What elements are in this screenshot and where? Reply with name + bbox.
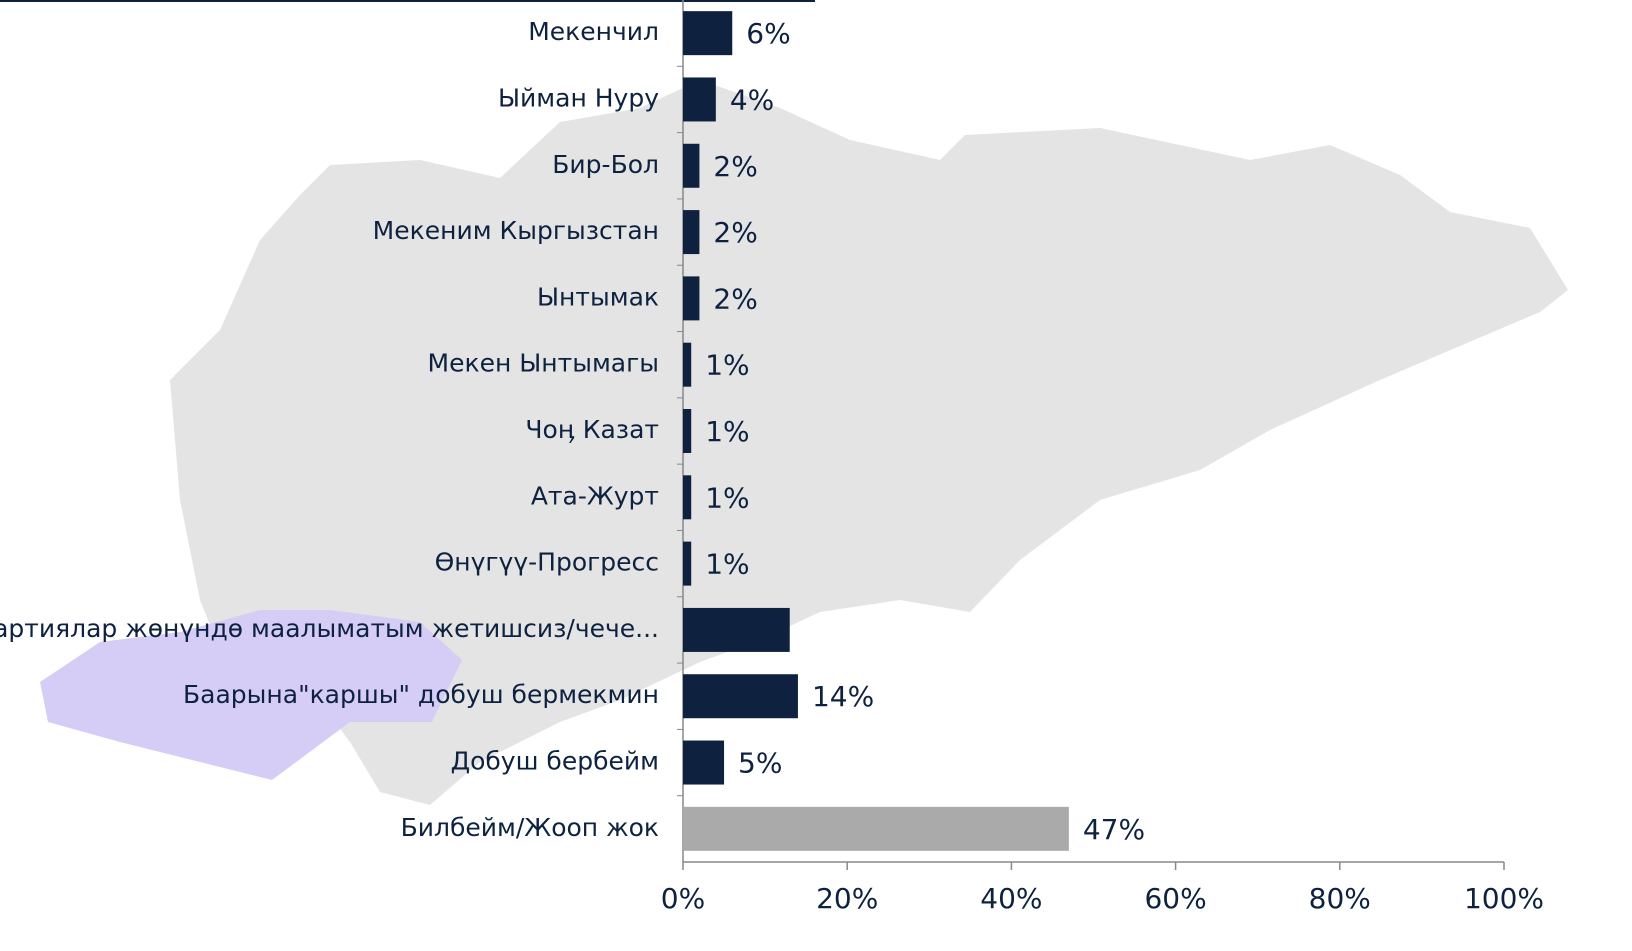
bar: [683, 674, 798, 719]
y-tick-label: Мекен Ынтымагы: [428, 349, 659, 378]
x-tick-label: 80%: [1309, 882, 1371, 915]
y-tick-label: Мекенчил: [528, 17, 659, 46]
value-label: 1%: [705, 548, 749, 581]
y-tick-label: Билбейм/Жооп жок: [401, 813, 659, 842]
bar: [683, 11, 733, 56]
y-tick-label: Мекеним Кыргызстан: [373, 216, 659, 245]
y-tick-label: Ынтымак: [537, 282, 659, 311]
bar: [683, 806, 1069, 851]
bar: [683, 210, 700, 255]
value-label: 2%: [713, 282, 757, 315]
value-label: 14%: [812, 680, 874, 713]
value-label: 2%: [713, 216, 757, 249]
y-tick-label: Добуш бербейм: [451, 747, 659, 776]
bar: [683, 409, 692, 453]
bar: [683, 541, 692, 586]
bar: [683, 475, 692, 520]
x-tick-label: 40%: [980, 882, 1042, 915]
x-tick-label: 60%: [1144, 882, 1206, 915]
value-label: 4%: [730, 83, 774, 116]
value-label: 1%: [705, 481, 749, 514]
bar: [683, 276, 700, 321]
x-tick-label: 100%: [1464, 882, 1544, 915]
value-label: 1%: [705, 349, 749, 382]
map-background: [170, 80, 1568, 805]
bar: [683, 143, 700, 188]
y-tick-label: Партиялар жөнүндө маалыматым жетишсиз/че…: [0, 614, 659, 643]
bar: [683, 77, 716, 122]
y-tick-label: Ата-Журт: [531, 481, 659, 510]
x-tick-label: 20%: [816, 882, 878, 915]
bar: [683, 740, 725, 785]
y-tick-label: Бир-Бол: [552, 150, 659, 179]
y-tick-label: Чоӊ Казат: [525, 415, 659, 444]
bar: [683, 607, 790, 652]
x-tick-label: 0%: [661, 882, 705, 915]
value-label: 5%: [738, 747, 782, 780]
value-label: 47%: [1083, 813, 1145, 846]
value-label: 6%: [746, 17, 790, 50]
y-tick-label: Өнүгүү-Прогресс: [435, 548, 659, 577]
y-tick-label: Ыйман Нуру: [498, 83, 659, 112]
map-region: [40, 610, 462, 780]
value-label: 2%: [713, 150, 757, 183]
y-tick-label: Баарына"каршы" добуш бермекмин: [183, 680, 659, 709]
bar: [683, 342, 692, 387]
value-label: 1%: [705, 415, 749, 448]
